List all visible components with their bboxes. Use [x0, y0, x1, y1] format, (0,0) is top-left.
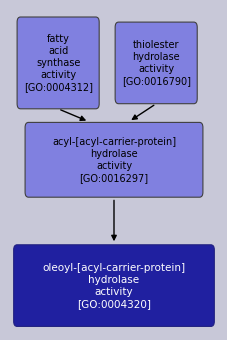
- Text: acyl-[acyl-carrier-protein]
hydrolase
activity
[GO:0016297]: acyl-[acyl-carrier-protein] hydrolase ac…: [52, 137, 175, 183]
- FancyBboxPatch shape: [25, 122, 202, 197]
- Text: fatty
acid
synthase
activity
[GO:0004312]: fatty acid synthase activity [GO:0004312…: [24, 34, 92, 92]
- Text: oleoyl-[acyl-carrier-protein]
hydrolase
activity
[GO:0004320]: oleoyl-[acyl-carrier-protein] hydrolase …: [42, 262, 185, 309]
- FancyBboxPatch shape: [17, 17, 99, 109]
- Text: thiolester
hydrolase
activity
[GO:0016790]: thiolester hydrolase activity [GO:001679…: [121, 40, 190, 86]
- FancyBboxPatch shape: [115, 22, 196, 104]
- FancyBboxPatch shape: [14, 245, 213, 326]
